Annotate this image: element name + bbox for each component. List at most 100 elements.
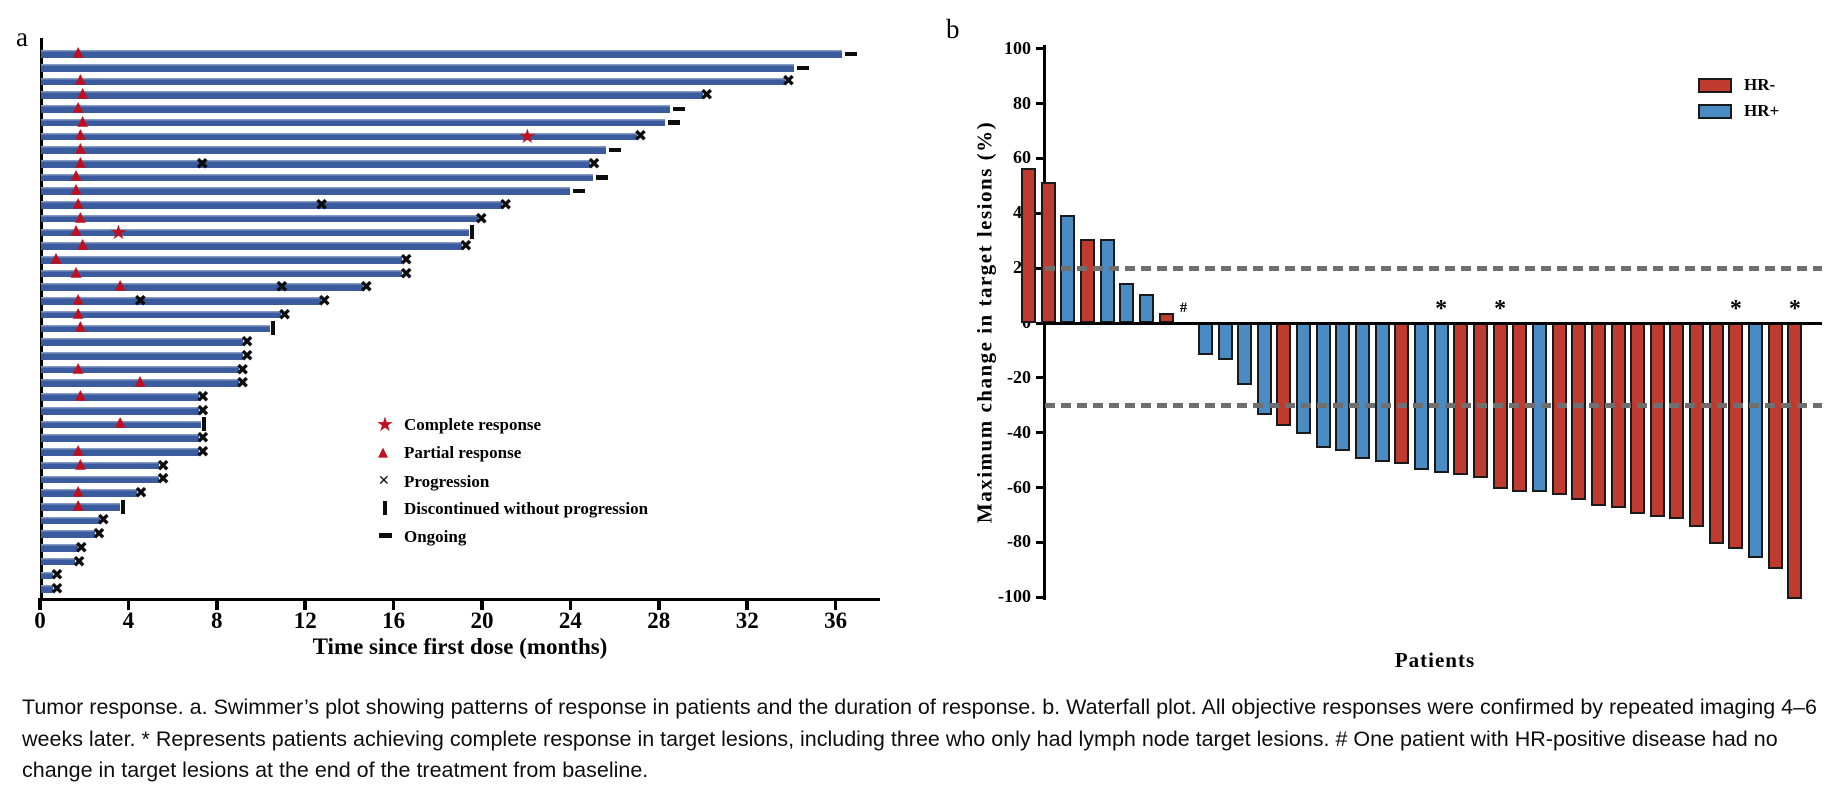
y-tick-label: -20	[1007, 366, 1031, 387]
swimmer-legend-label: Discontinued without progression	[404, 499, 649, 518]
waterfall-bar	[1433, 322, 1449, 473]
swimmer-bar	[41, 159, 591, 168]
y-tick-label: -80	[1007, 531, 1031, 552]
waterfall-legend-swatch	[1698, 78, 1732, 93]
waterfall-bar	[1649, 322, 1665, 517]
x-tick	[480, 601, 484, 610]
progression-icon: ✖	[196, 400, 210, 420]
x-tick-label: 0	[34, 608, 46, 633]
discontinued-icon	[469, 225, 474, 240]
partial-response-icon: ▲	[72, 98, 84, 115]
ongoing-icon	[573, 189, 586, 194]
progression-icon: ✖	[498, 194, 513, 214]
progression-icon: ✖	[92, 524, 106, 544]
ongoing-icon	[845, 51, 858, 57]
discontinued-icon	[270, 321, 275, 336]
waterfall-bar	[1197, 322, 1213, 355]
partial-response-icon: ▲	[77, 85, 88, 102]
complete-response-asterisk-annotation: *	[1788, 296, 1801, 322]
partial-response-icon: ▲	[70, 181, 82, 198]
waterfall-legend-swatch	[1698, 104, 1732, 119]
progression-icon: ✖	[50, 565, 64, 585]
x-tick	[303, 601, 307, 610]
waterfall-bar	[1276, 322, 1292, 426]
waterfall-bar	[1689, 322, 1705, 528]
x-tick	[833, 601, 838, 610]
y-tick	[1036, 486, 1045, 490]
complete-response-asterisk-annotation: *	[1435, 296, 1448, 322]
swimmer-bar	[41, 310, 281, 319]
figure-caption: Tumor response. a. Swimmer’s plot showin…	[22, 695, 1818, 783]
y-tick-label: 100	[1004, 37, 1031, 58]
partial-response-icon: ▲	[74, 140, 86, 157]
y-tick	[1036, 540, 1045, 544]
partial-response-icon: ▲	[72, 483, 84, 500]
waterfall-bar	[1394, 322, 1410, 465]
waterfall-x-axis-title: Patients	[1394, 648, 1476, 672]
progression-icon: ✖	[314, 194, 329, 214]
waterfall-legend-label: HR+	[1744, 101, 1780, 120]
swimmer-bar	[41, 63, 794, 72]
waterfall-bar	[1217, 322, 1233, 361]
progression-icon: ✖	[359, 277, 374, 297]
waterfall-bar	[1099, 239, 1115, 324]
waterfall-bar	[1748, 322, 1764, 558]
y-tick	[1036, 211, 1045, 215]
waterfall-legend-label: HR-	[1744, 75, 1776, 94]
waterfall-bar	[1472, 322, 1488, 479]
progression-icon: ✖	[50, 579, 64, 599]
progression-icon: ✖	[196, 428, 210, 448]
swimmer-bar	[41, 187, 571, 195]
swimmer-bar	[41, 352, 244, 360]
reference-dashed-line	[1045, 266, 1822, 271]
swimmer-bar	[41, 297, 321, 305]
x-tick-label: 24	[558, 608, 582, 633]
x-tick	[215, 601, 219, 610]
partial-response-icon: ▲	[72, 496, 84, 513]
progression-icon: ✖	[195, 153, 209, 173]
complete-response-icon: ★	[376, 412, 394, 436]
complete-response-icon: ★	[518, 124, 537, 149]
complete-response-asterisk-annotation: *	[1494, 296, 1507, 322]
swimmer-bar	[41, 269, 403, 278]
swimmer-legend-label: Progression	[404, 472, 490, 491]
x-tick-label: 12	[293, 608, 317, 633]
x-tick	[657, 601, 661, 610]
swimmer-legend-label: Partial response	[404, 443, 522, 462]
swimmer-bar	[41, 502, 120, 511]
swimmer-bar	[41, 118, 666, 127]
y-tick-label: -40	[1007, 421, 1031, 442]
partial-response-icon: ▲	[77, 112, 88, 129]
waterfall-bar	[1021, 167, 1036, 324]
discontinued-icon	[383, 501, 387, 515]
complete-response-icon: ★	[109, 220, 128, 245]
x-tick	[38, 601, 42, 610]
waterfall-bar	[1374, 322, 1390, 462]
complete-response-asterisk-annotation: *	[1729, 296, 1742, 322]
progression-icon: ✖	[474, 208, 488, 228]
swimmer-x-axis-line	[38, 598, 880, 601]
swimmer-bar	[41, 214, 478, 223]
waterfall-bar	[1079, 239, 1095, 324]
partial-response-icon: ▲	[72, 359, 84, 376]
progression-icon: ✖	[235, 359, 250, 379]
progression-icon: ✖	[275, 277, 289, 297]
waterfall-bar	[1590, 322, 1606, 506]
swimmer-bar	[41, 146, 606, 154]
waterfall-bar	[1708, 322, 1724, 544]
progression-icon: ✖	[700, 85, 714, 105]
waterfall-bar	[1728, 322, 1744, 550]
x-tick-label: 4	[122, 608, 135, 633]
progression-icon: ✖	[399, 263, 413, 283]
progression-icon: ✖	[133, 290, 148, 310]
y-tick	[1036, 431, 1045, 435]
ongoing-icon	[672, 106, 685, 112]
swimmer-bar	[41, 132, 637, 141]
waterfall-bar	[1138, 294, 1154, 324]
waterfall-bar	[1669, 322, 1685, 520]
swimmer-bar	[41, 530, 96, 538]
swimmer-bar	[41, 420, 202, 429]
partial-response-icon: ▲	[74, 71, 86, 88]
partial-response-icon: ▲	[378, 445, 388, 460]
